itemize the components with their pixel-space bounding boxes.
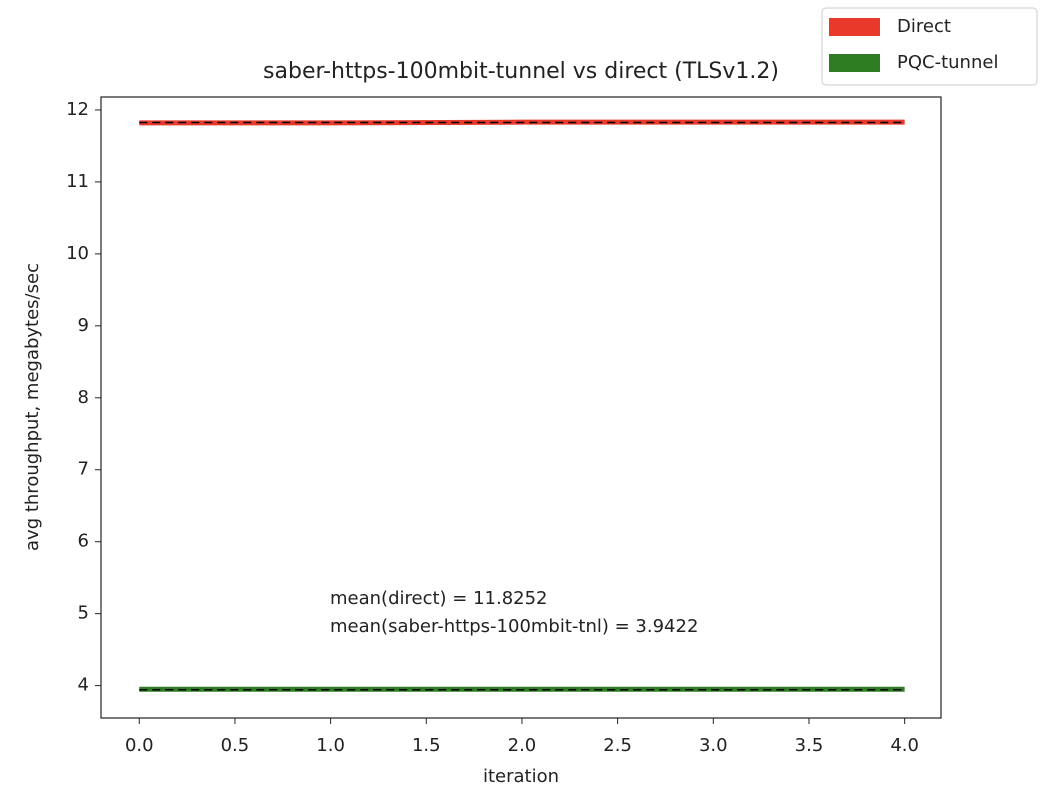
- legend-label: Direct: [897, 16, 951, 37]
- y-tick-label: 12: [66, 99, 89, 120]
- x-tick-label: 3.5: [795, 735, 824, 756]
- y-tick-label: 9: [78, 315, 89, 336]
- x-tick-label: 1.0: [316, 735, 345, 756]
- plot-frame: [100, 96, 942, 719]
- y-tick-label: 4: [78, 675, 89, 696]
- annotation: mean(saber-https-100mbit-tnl) = 3.9422: [330, 616, 698, 637]
- x-axis-label: iteration: [483, 766, 559, 787]
- x-tick-label: 3.0: [699, 735, 728, 756]
- y-tick-label: 10: [66, 243, 89, 264]
- y-tick-label: 6: [78, 531, 89, 552]
- x-tick-label: 0.5: [221, 735, 250, 756]
- y-tick-label: 8: [78, 387, 89, 408]
- y-axis-label: avg throughput, megabytes/sec: [22, 263, 43, 551]
- y-tick-label: 11: [66, 171, 89, 192]
- annotation: mean(direct) = 11.8252: [330, 588, 548, 609]
- legend-label: PQC-tunnel: [897, 52, 998, 73]
- chart-title: saber-https-100mbit-tunnel vs direct (TL…: [263, 59, 779, 84]
- x-tick-label: 4.0: [890, 735, 919, 756]
- x-tick-label: 2.0: [508, 735, 537, 756]
- legend-swatch: [829, 18, 880, 36]
- y-tick-label: 5: [78, 603, 89, 624]
- x-tick-label: 1.5: [412, 735, 441, 756]
- x-tick-label: 2.5: [603, 735, 632, 756]
- legend-swatch: [829, 54, 880, 72]
- x-tick-label: 0.0: [125, 735, 154, 756]
- y-tick-label: 7: [78, 459, 89, 480]
